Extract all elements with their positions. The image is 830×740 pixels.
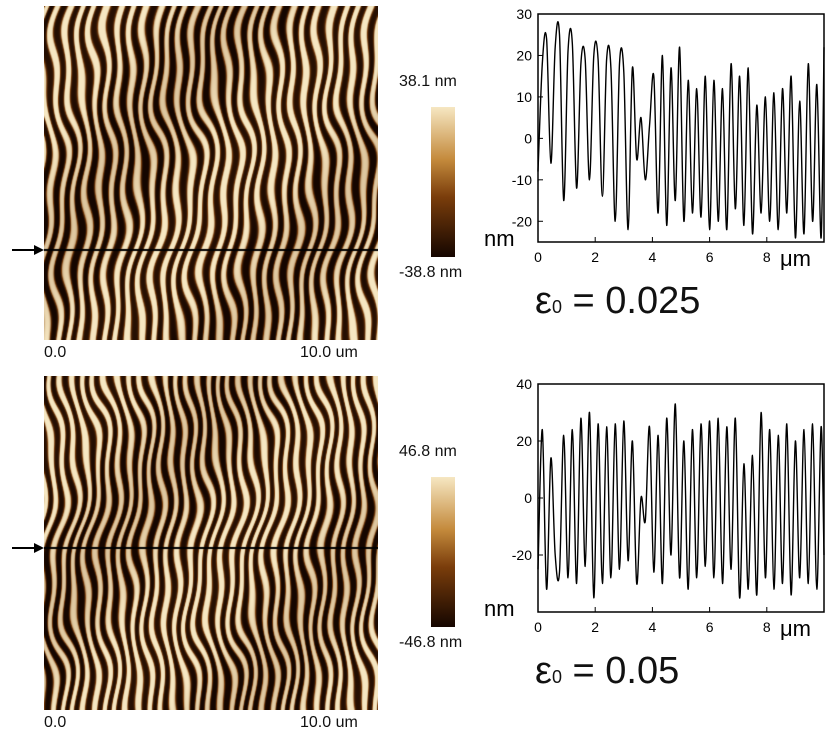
series-line <box>537 403 825 599</box>
colorbar-min: -38.8 nm <box>399 264 463 281</box>
afm-scale-end: 10.0 um <box>300 344 358 361</box>
x-tick-label: 6 <box>706 249 714 265</box>
y-axis-label: nm <box>484 596 515 621</box>
y-tick-label: 0 <box>524 490 532 506</box>
panel-strain-0025: 0.0 10.0 um 38.1 nm -38.8 nm 30 20 10 0 -10-… <box>12 6 825 361</box>
x-tick-label: 2 <box>591 249 599 265</box>
y-axis-label: nm <box>484 226 515 251</box>
profile-arrow-icon <box>12 245 44 255</box>
colorbar-min: -46.8 nm <box>399 634 463 651</box>
x-tick-label: 0 <box>534 249 542 265</box>
afm-height-map <box>44 6 378 340</box>
x-tick-label: 4 <box>649 619 657 635</box>
y-tick-label: 30 <box>516 6 532 22</box>
x-axis-label: μm <box>780 616 811 641</box>
strain-symbol: ε <box>535 650 552 692</box>
series-line <box>537 21 825 239</box>
strain-symbol: ε <box>535 280 552 322</box>
colorbar-max: 46.8 nm <box>399 443 457 460</box>
afm-scale-end: 10.0 um <box>300 714 358 731</box>
height-profile-plot: 30 20 10 0 -10 -20 0 2 4 6 8 nm μm <box>484 6 825 271</box>
x-tick-label: 2 <box>591 619 599 635</box>
x-tick-label: 8 <box>763 249 771 265</box>
colorbar-max: 38.1 nm <box>399 73 457 90</box>
colorbar <box>431 477 455 627</box>
y-tick-label: 20 <box>516 47 532 63</box>
afm-height-map <box>44 376 378 710</box>
y-tick-label: 20 <box>516 433 532 449</box>
panel-strain-005: 0.0 10.0 um 46.8 nm -46.8 nm 40 20 0 -20 0 2 4… <box>0 370 830 740</box>
x-axis-label: μm <box>780 246 811 271</box>
x-tick-label: 6 <box>706 619 714 635</box>
afm-scale-start: 0.0 <box>44 344 67 361</box>
y-tick-label: -20 <box>512 547 532 563</box>
plot-frame <box>537 13 825 243</box>
strain-subscript: 0 <box>551 297 562 317</box>
x-tick-label: 8 <box>763 619 771 635</box>
colorbar <box>431 107 455 257</box>
strain-subscript: 0 <box>551 667 562 687</box>
strain-label: ε0 = 0.05 <box>535 650 679 693</box>
strain-label: ε0 = 0.025 <box>535 280 700 323</box>
strain-value: = 0.025 <box>561 280 701 322</box>
afm-scale-start: 0.0 <box>44 714 67 731</box>
y-tick-label: 10 <box>516 89 532 105</box>
y-tick-label: -20 <box>512 213 532 229</box>
x-tick-label: 4 <box>649 249 657 265</box>
y-tick-label: 0 <box>524 130 532 146</box>
strain-value: = 0.05 <box>561 650 680 692</box>
y-tick-label: 40 <box>516 376 532 392</box>
x-tick-label: 0 <box>534 619 542 635</box>
y-tick-label: -10 <box>512 172 532 188</box>
profile-arrow-icon <box>12 543 44 553</box>
height-profile-plot: 40 20 0 -20 0 2 4 6 8 nm μm <box>484 376 825 641</box>
